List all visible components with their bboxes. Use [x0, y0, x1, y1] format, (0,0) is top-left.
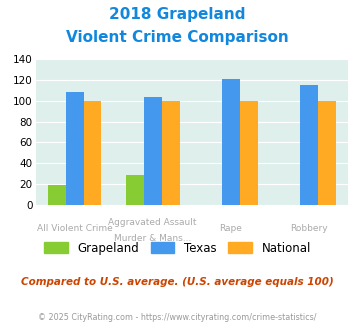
Bar	[300, 85, 318, 205]
Text: Robbery: Robbery	[290, 224, 328, 233]
Text: © 2025 CityRating.com - https://www.cityrating.com/crime-statistics/: © 2025 CityRating.com - https://www.city…	[38, 314, 317, 322]
Bar	[222, 79, 240, 205]
Bar	[318, 101, 336, 205]
Bar	[48, 185, 66, 205]
Text: All Violent Crime: All Violent Crime	[37, 224, 113, 233]
Text: Aggravated Assault: Aggravated Assault	[108, 218, 197, 227]
Bar	[126, 175, 144, 205]
Bar	[83, 101, 102, 205]
Text: Compared to U.S. average. (U.S. average equals 100): Compared to U.S. average. (U.S. average …	[21, 277, 334, 287]
Bar	[240, 101, 258, 205]
Bar	[66, 91, 83, 205]
Text: Murder & Mans...: Murder & Mans...	[114, 234, 191, 243]
Legend: Grapeland, Texas, National: Grapeland, Texas, National	[44, 242, 311, 255]
Text: Rape: Rape	[219, 224, 242, 233]
Text: 2018 Grapeland: 2018 Grapeland	[109, 7, 246, 21]
Bar	[162, 101, 180, 205]
Text: Violent Crime Comparison: Violent Crime Comparison	[66, 30, 289, 45]
Bar	[144, 97, 162, 205]
